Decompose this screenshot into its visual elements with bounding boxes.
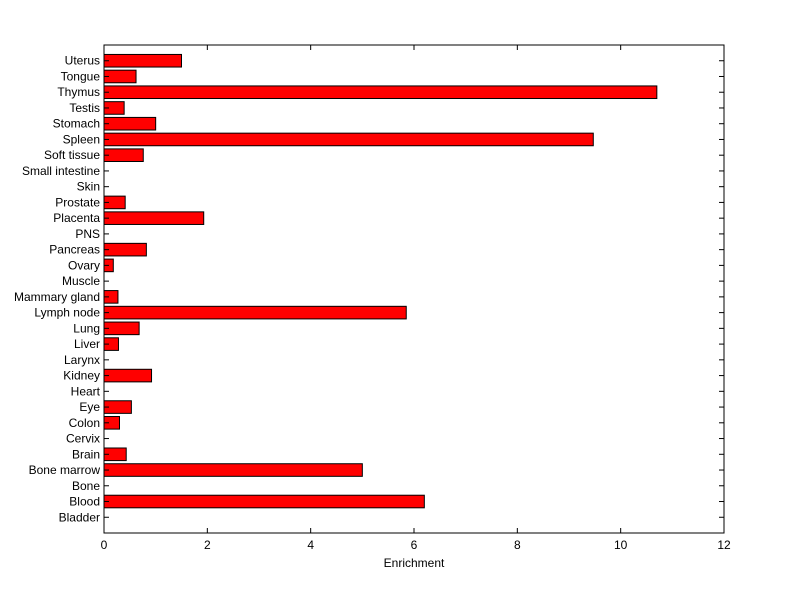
bar-blood [103, 494, 425, 509]
x-tick-label: 4 [307, 538, 314, 552]
y-tick-label: Bladder [59, 510, 100, 524]
y-tick-label: Testis [69, 101, 100, 115]
bar-bone-marrow [103, 463, 363, 477]
y-tick-label: Thymus [57, 85, 100, 99]
bar-placenta [103, 211, 205, 225]
y-tick-label: Colon [69, 416, 100, 430]
bar-soft-tissue [103, 148, 144, 162]
x-tick-label: 12 [717, 538, 731, 552]
x-tick-label: 6 [411, 538, 418, 552]
y-tick-label: Larynx [64, 353, 100, 367]
y-tick-label: Kidney [63, 369, 100, 383]
bar-kidney [103, 368, 153, 383]
bar-lung [103, 321, 140, 336]
y-tick-label: Ovary [68, 258, 100, 272]
y-tick-label: Skin [77, 180, 100, 194]
bar-spleen [103, 132, 594, 147]
bars-layer [103, 53, 658, 509]
bar-thymus [103, 85, 658, 100]
x-tick-label: 2 [204, 538, 211, 552]
y-tick-label: Pancreas [49, 243, 100, 257]
y-tick-label: Bone [72, 479, 100, 493]
bar-stomach [103, 116, 157, 131]
y-tick-label: Bone marrow [29, 463, 101, 477]
y-tick-label: Small intestine [22, 164, 100, 178]
plot-frame [103, 44, 725, 534]
y-tick-label: Tongue [61, 69, 101, 83]
y-tick-label: Heart [71, 384, 101, 398]
y-tick-label: Spleen [63, 132, 100, 146]
bar-pancreas [103, 242, 147, 257]
y-tick-label: Soft tissue [44, 148, 100, 162]
y-tick-label: Lung [73, 321, 100, 335]
y-tick-label: Prostate [55, 195, 100, 209]
y-tick-label: Mammary gland [14, 290, 100, 304]
x-axis-title: Enrichment [384, 556, 445, 570]
y-tick-label: Muscle [62, 274, 100, 288]
y-tick-label: Uterus [65, 54, 100, 68]
x-tick-label: 10 [614, 538, 628, 552]
y-tick-label: Eye [79, 400, 100, 414]
y-tick-label: Blood [69, 495, 100, 509]
y-tick-label: Cervix [66, 432, 100, 446]
bar-lymph-node [103, 305, 407, 320]
y-tick-label: Placenta [53, 211, 100, 225]
x-tick-label: 8 [514, 538, 521, 552]
y-tick-label: PNS [75, 227, 100, 241]
y-tick-label: Brain [72, 447, 100, 461]
y-tick-label: Stomach [53, 117, 100, 131]
y-tick-label: Lymph node [34, 306, 100, 320]
x-tick-label: 0 [101, 538, 108, 552]
bar-uterus [103, 53, 182, 68]
y-tick-label: Liver [74, 337, 100, 351]
